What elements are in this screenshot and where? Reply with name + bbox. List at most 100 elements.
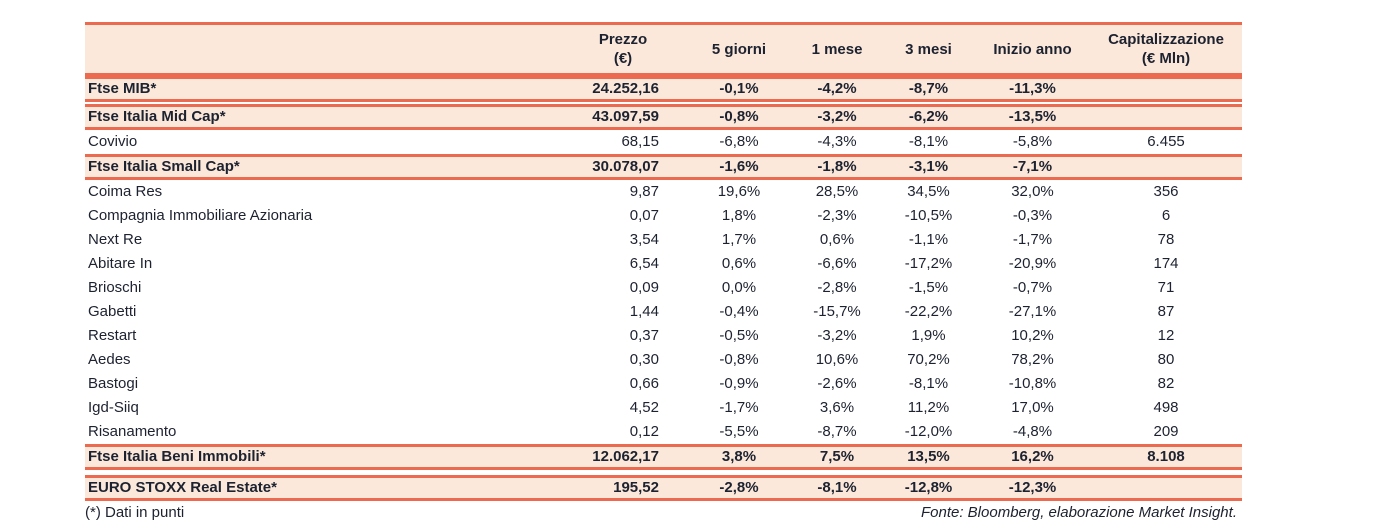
cell-1-mese: -15,7% bbox=[813, 303, 861, 320]
row-label: Compagnia Immobiliare Azionaria bbox=[88, 207, 313, 224]
cell-inizio-anno: 17,0% bbox=[1011, 399, 1054, 416]
row-label: Risanamento bbox=[88, 423, 177, 440]
cell-5-giorni: 1,7% bbox=[721, 231, 757, 248]
cell-3-mesi: -3,1% bbox=[908, 158, 949, 175]
cell-prezzo: 195,52 bbox=[613, 479, 659, 496]
cell-3-mesi: -1,5% bbox=[908, 279, 949, 296]
cell-prezzo: 0,07 bbox=[629, 207, 659, 224]
cell-5-giorni: 3,8% bbox=[721, 448, 757, 465]
cell-5-giorni: -0,8% bbox=[719, 108, 759, 125]
cell-5-giorni: -5,5% bbox=[719, 423, 759, 440]
cell-inizio-anno: -20,9% bbox=[1008, 255, 1057, 272]
row-label: Ftse MIB* bbox=[88, 80, 157, 97]
cell-inizio-anno: 32,0% bbox=[1011, 183, 1054, 200]
header-capitalizzazione-line1: Capitalizzazione bbox=[1108, 31, 1224, 48]
cell-prezzo: 3,54 bbox=[629, 231, 659, 248]
cell-1-mese: -4,3% bbox=[817, 133, 857, 150]
stock-row: Aedes 0,30 -0,8% 10,6% 70,2% 78,2% 80 bbox=[85, 348, 1242, 372]
cell-3-mesi: -8,1% bbox=[908, 133, 949, 150]
cell-5-giorni: -0,8% bbox=[719, 351, 759, 368]
cell-prezzo: 24.252,16 bbox=[592, 80, 659, 97]
row-label: Ftse Italia Mid Cap* bbox=[88, 108, 226, 125]
cell-inizio-anno: 78,2% bbox=[1011, 351, 1054, 368]
cell-capitalizzazione: 71 bbox=[1157, 279, 1175, 296]
cell-3-mesi: 11,2% bbox=[907, 399, 950, 416]
row-label: Brioschi bbox=[88, 279, 142, 296]
row-label: Coima Res bbox=[88, 183, 163, 200]
cell-1-mese: 3,6% bbox=[819, 399, 855, 416]
row-label: Aedes bbox=[88, 351, 131, 368]
stock-row: Compagnia Immobiliare Azionaria 0,07 1,8% -… bbox=[85, 204, 1242, 228]
cell-prezzo: 9,87 bbox=[629, 183, 659, 200]
cell-1-mese: 0,6% bbox=[819, 231, 855, 248]
cell-inizio-anno: -0,7% bbox=[1012, 279, 1053, 296]
cell-5-giorni: -6,8% bbox=[719, 133, 759, 150]
cell-inizio-anno: 10,2% bbox=[1011, 327, 1054, 344]
index-row: Ftse Italia Mid Cap* 43.097,59 -0,8% -3,2% -… bbox=[85, 104, 1242, 130]
cell-5-giorni: -0,4% bbox=[719, 303, 759, 320]
cell-3-mesi: 13,5% bbox=[907, 448, 950, 465]
cell-capitalizzazione: 6 bbox=[1161, 207, 1171, 224]
stock-row: Next Re 3,54 1,7% 0,6% -1,1% -1,7% 78 bbox=[85, 228, 1242, 252]
cell-1-mese: -3,2% bbox=[817, 327, 857, 344]
row-label: Igd-Siiq bbox=[88, 399, 139, 416]
cell-3-mesi: -8,1% bbox=[908, 375, 949, 392]
cell-capitalizzazione: 498 bbox=[1153, 399, 1179, 416]
header-prezzo: Prezzo (€) bbox=[560, 30, 686, 68]
cell-prezzo: 4,52 bbox=[629, 399, 659, 416]
cell-capitalizzazione: 12 bbox=[1157, 327, 1175, 344]
header-5-giorni: 5 giorni bbox=[711, 40, 767, 58]
cell-inizio-anno: -10,8% bbox=[1008, 375, 1057, 392]
cell-3-mesi: -8,7% bbox=[908, 80, 949, 97]
cell-inizio-anno: -0,3% bbox=[1012, 207, 1053, 224]
index-row: EURO STOXX Real Estate* 195,52 -2,8% -8,1% -… bbox=[85, 475, 1242, 501]
cell-1-mese: -2,6% bbox=[817, 375, 857, 392]
cell-1-mese: -8,7% bbox=[817, 423, 857, 440]
row-label: Ftse Italia Small Cap* bbox=[88, 158, 240, 175]
cell-1-mese: 7,5% bbox=[819, 448, 855, 465]
cell-3-mesi: 1,9% bbox=[911, 327, 946, 344]
cell-5-giorni: 0,6% bbox=[721, 255, 757, 272]
cell-prezzo: 68,15 bbox=[621, 133, 659, 150]
cell-capitalizzazione: 78 bbox=[1157, 231, 1175, 248]
cell-1-mese: 10,6% bbox=[815, 351, 859, 368]
cell-prezzo: 30.078,07 bbox=[592, 158, 659, 175]
row-label: Gabetti bbox=[88, 303, 137, 320]
table-body: Ftse MIB* 24.252,16 -0,1% -4,2% -8,7% -11,3% F… bbox=[85, 76, 1242, 501]
cell-3-mesi: 34,5% bbox=[907, 183, 950, 200]
cell-3-mesi: -6,2% bbox=[908, 108, 949, 125]
index-row: Ftse MIB* 24.252,16 -0,1% -4,2% -8,7% -11,3% bbox=[85, 76, 1242, 102]
cell-5-giorni: -1,7% bbox=[719, 399, 759, 416]
row-label: Covivio bbox=[88, 133, 138, 150]
cell-inizio-anno: -11,3% bbox=[1009, 80, 1056, 97]
cell-prezzo: 0,12 bbox=[629, 423, 659, 440]
header-capitalizzazione: Capitalizzazione (€ Mln) bbox=[1090, 30, 1242, 68]
cell-5-giorni: -0,1% bbox=[719, 80, 759, 97]
header-inizio-anno: Inizio anno bbox=[993, 40, 1072, 58]
row-gap bbox=[85, 470, 1242, 475]
stock-row: Coima Res 9,87 19,6% 28,5% 34,5% 32,0% 356 bbox=[85, 180, 1242, 204]
cell-inizio-anno: -1,7% bbox=[1012, 231, 1053, 248]
cell-5-giorni: 1,8% bbox=[721, 207, 757, 224]
row-label: Ftse Italia Beni Immobili* bbox=[88, 448, 266, 465]
cell-capitalizzazione: 174 bbox=[1153, 255, 1179, 272]
stock-row: Abitare In 6,54 0,6% -6,6% -17,2% -20,9% 174 bbox=[85, 252, 1242, 276]
footnote-dati-in-punti: (*) Dati in punti bbox=[85, 504, 185, 521]
stock-row: Restart 0,37 -0,5% -3,2% 1,9% 10,2% 12 bbox=[85, 324, 1242, 348]
cell-5-giorni: -1,6% bbox=[719, 158, 759, 175]
cell-prezzo: 12.062,17 bbox=[592, 448, 659, 465]
cell-inizio-anno: -27,1% bbox=[1008, 303, 1057, 320]
cell-3-mesi: -10,5% bbox=[904, 207, 953, 224]
source-attribution: Fonte: Bloomberg, elaborazione Market In… bbox=[920, 504, 1237, 521]
header-prezzo-line1: Prezzo bbox=[598, 31, 648, 48]
cell-prezzo: 0,66 bbox=[629, 375, 659, 392]
cell-1-mese: -1,8% bbox=[817, 158, 857, 175]
stock-row: Gabetti 1,44 -0,4% -15,7% -22,2% -27,1% 87 bbox=[85, 300, 1242, 324]
header-3-mesi: 3 mesi bbox=[905, 40, 952, 58]
index-row: Ftse Italia Beni Immobili* 12.062,17 3,8% 7… bbox=[85, 444, 1242, 470]
cell-capitalizzazione: 209 bbox=[1153, 423, 1179, 440]
cell-3-mesi: -1,1% bbox=[908, 231, 949, 248]
cell-capitalizzazione: 356 bbox=[1153, 183, 1179, 200]
cell-prezzo: 0,37 bbox=[629, 327, 659, 344]
row-label: EURO STOXX Real Estate* bbox=[88, 479, 277, 496]
